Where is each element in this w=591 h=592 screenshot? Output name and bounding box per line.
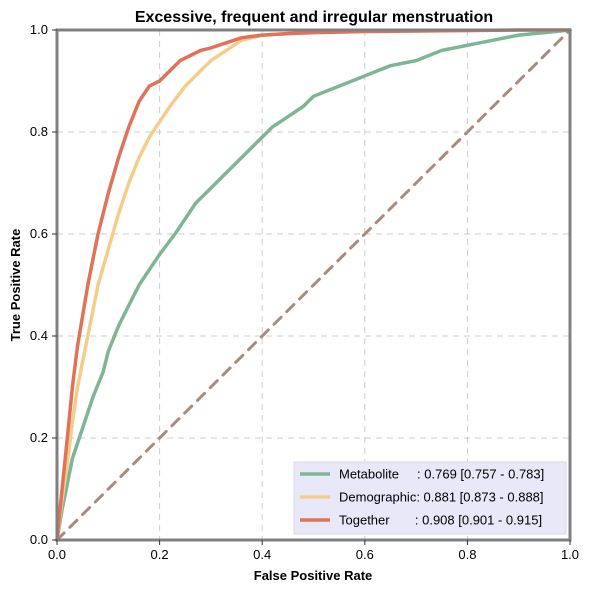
- x-tick-label: 0.0: [48, 547, 66, 562]
- x-tick-label: 0.4: [253, 547, 271, 562]
- y-tick-label: 0.0: [30, 532, 48, 547]
- x-tick-label: 0.2: [151, 547, 169, 562]
- legend-background: [293, 461, 567, 535]
- axis-ticks: 0.0 0.2 0.4 0.6 0.8 1.0 0.0 0.2 0.4 0.6 0.8 1.0: [30, 22, 579, 562]
- legend-label-demographic: Demographic: 0.881 [0.873 - 0.888]: [339, 490, 544, 505]
- series-line-metabolite: [55, 28, 572, 542]
- legend: Metabolite : 0.769 [0.757 - 0.783] Demogr…: [293, 461, 567, 535]
- x-axis-title: False Positive Rate: [254, 568, 373, 583]
- y-axis-title: True Positive Rate: [8, 229, 23, 342]
- y-tick-label: 0.8: [30, 124, 48, 139]
- plot-frame: [55, 28, 572, 542]
- grid-lines: [57, 30, 570, 540]
- y-tick-label: 0.2: [30, 430, 48, 445]
- series-line-together: [55, 28, 572, 542]
- chance-diagonal-line: [55, 28, 572, 542]
- legend-label-together: Together : 0.908 [0.901 - 0.915]: [339, 513, 542, 528]
- x-tick-label: 1.0: [561, 547, 579, 562]
- y-tick-label: 0.6: [30, 226, 48, 241]
- y-tick-label: 0.4: [30, 328, 48, 343]
- y-tick-label: 1.0: [30, 22, 48, 37]
- series-lines: [55, 28, 572, 542]
- chart-title: Excessive, frequent and irregular menstr…: [135, 9, 493, 26]
- x-tick-label: 0.6: [356, 547, 374, 562]
- legend-label-metabolite: Metabolite : 0.769 [0.757 - 0.783]: [339, 467, 544, 482]
- x-tick-label: 0.8: [458, 547, 476, 562]
